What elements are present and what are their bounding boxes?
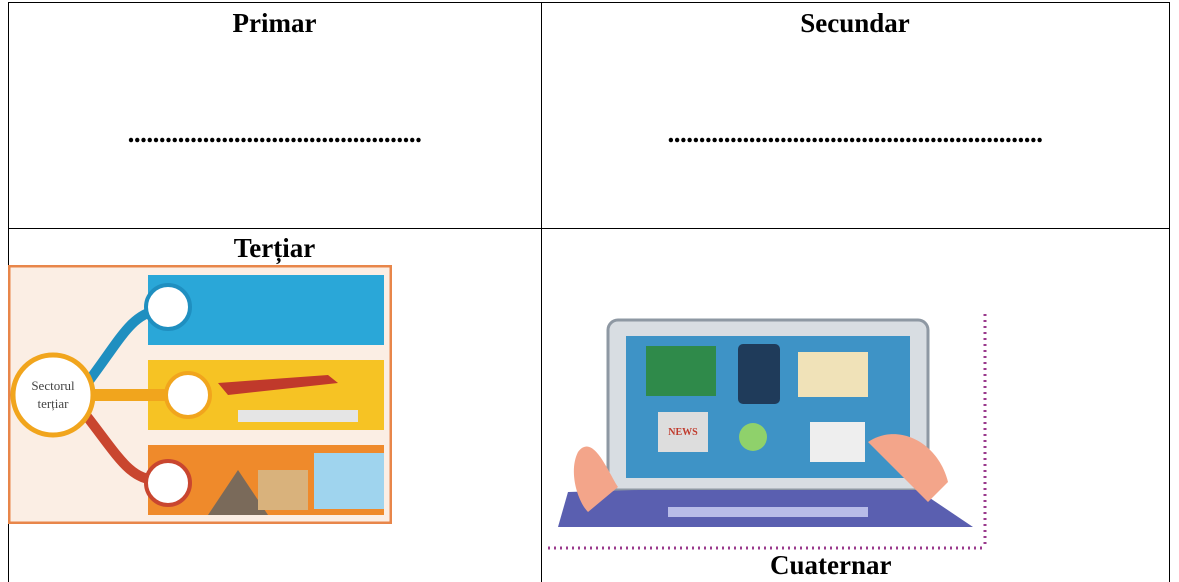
cell-title: Terțiar [233, 233, 316, 263]
tertiary-illustration: Sectorul terțiar [8, 265, 392, 524]
quaternary-illustration: NEWS [548, 314, 987, 550]
cell-title: Primar [232, 8, 317, 38]
image-label: terțiar [37, 396, 69, 411]
cell-title: Cuaternar [770, 550, 892, 580]
border [8, 2, 1170, 3]
answer-line: ........................................… [667, 118, 1044, 148]
border [1169, 2, 1170, 582]
border [541, 2, 542, 582]
border [8, 228, 1170, 229]
image-label: Sectorul [31, 378, 75, 393]
answer-line: ........................................… [127, 118, 422, 148]
cell-title: Secundar [800, 8, 910, 38]
image-label: NEWS [668, 427, 698, 438]
